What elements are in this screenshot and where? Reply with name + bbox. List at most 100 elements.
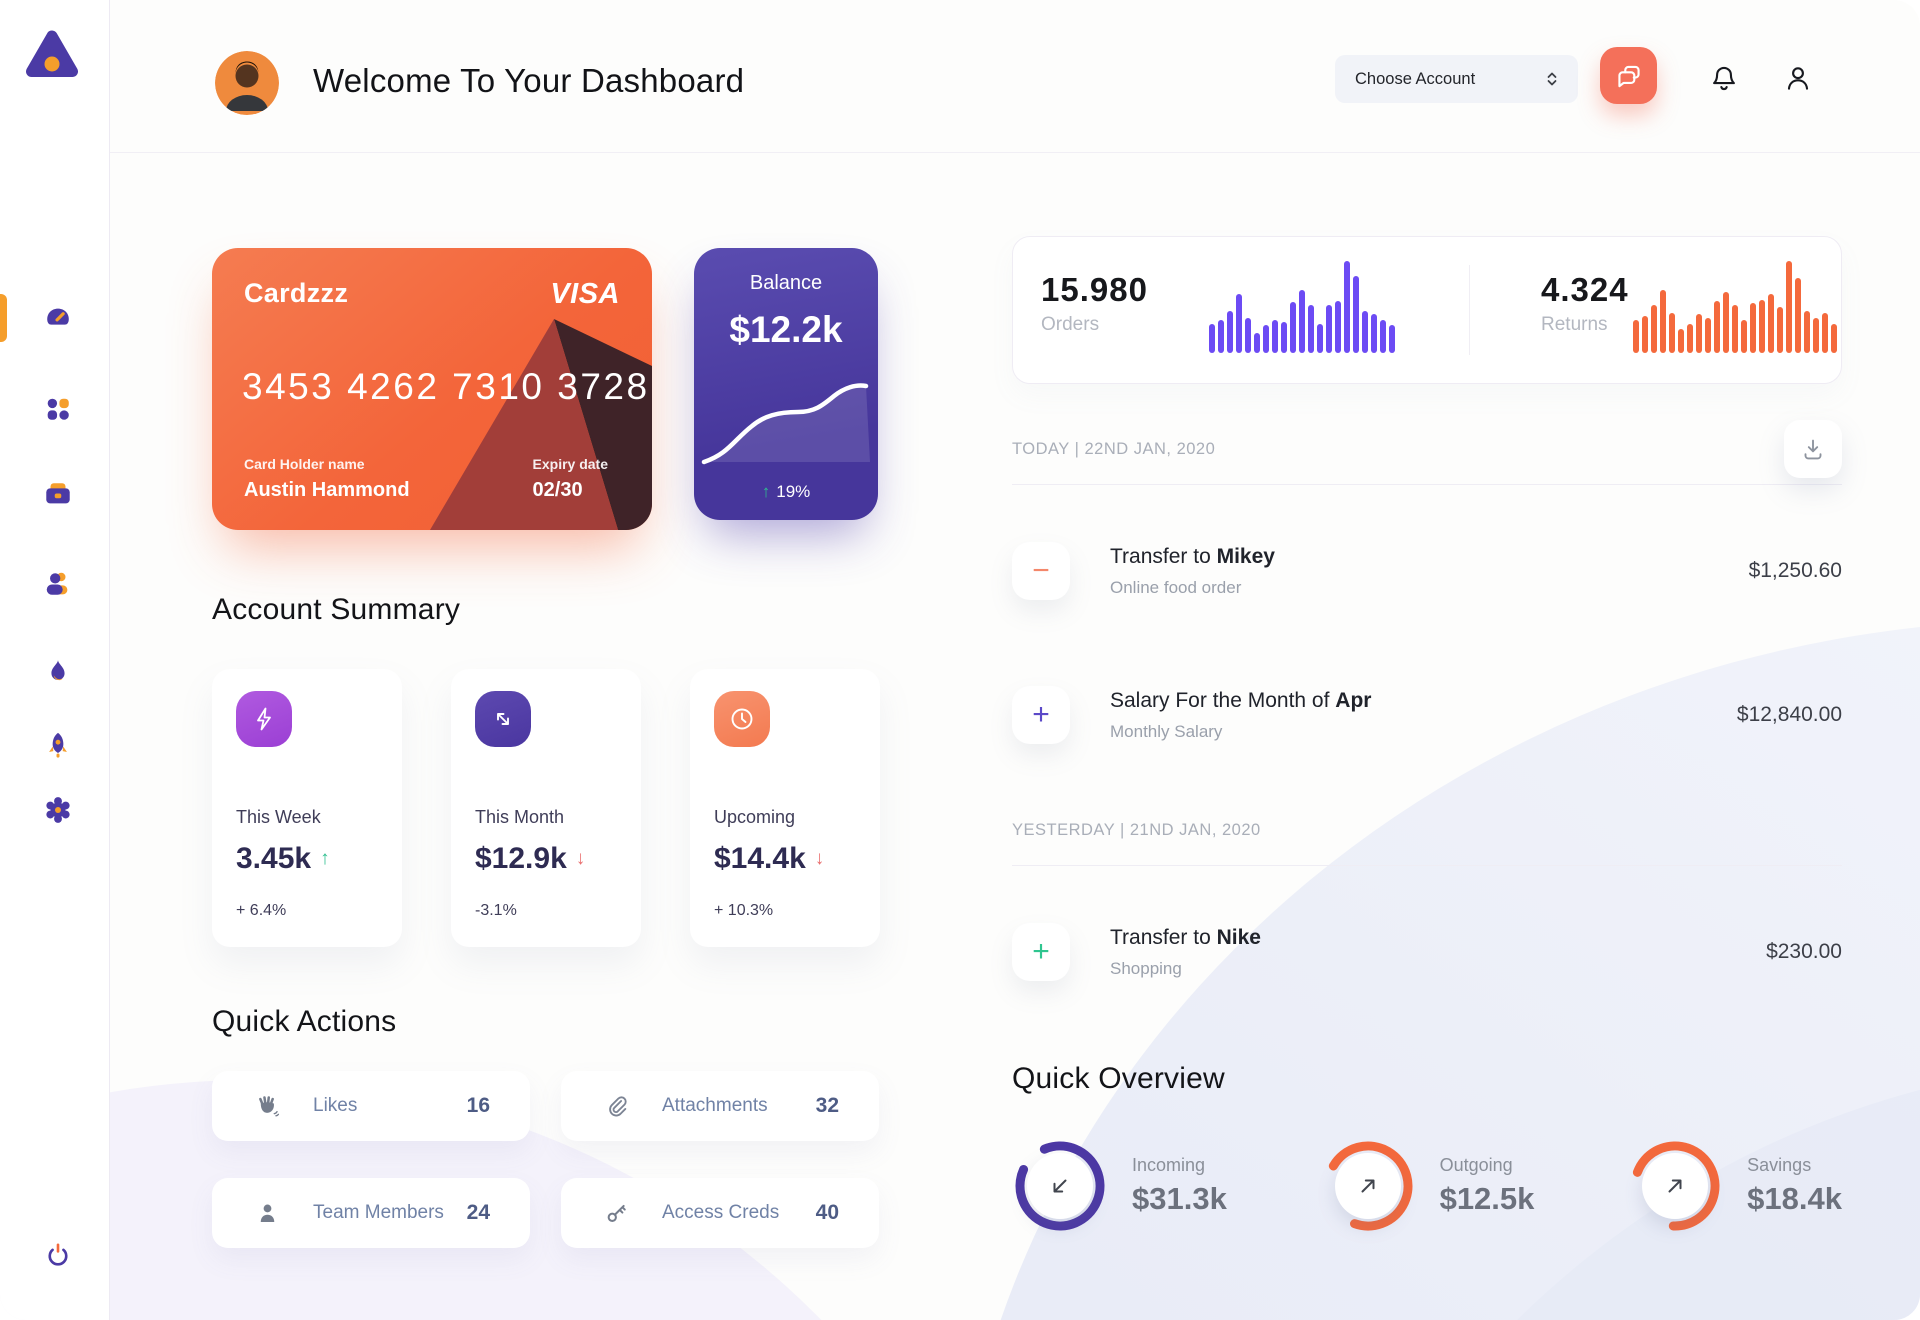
user-avatar[interactable] (215, 51, 279, 115)
summary-value: $12.9k (475, 842, 567, 875)
clap-icon (259, 1095, 280, 1116)
transaction-row-salary[interactable]: + Salary For the Month of Apr Monthly Sa… (1012, 685, 1842, 745)
incoming-progress-ring (1012, 1138, 1108, 1234)
returns-stat: 4.324 Returns (1541, 271, 1629, 336)
orders-bar-chart (1209, 261, 1395, 353)
orders-returns-card: 15.980 Orders 4.324 Returns (1012, 236, 1842, 384)
summary-value: 3.45k (236, 842, 312, 875)
account-summary-cards: This Week 3.45k ↑ + 6.4% This Month $12.9… (212, 669, 880, 947)
profile-button[interactable] (1776, 56, 1820, 100)
quick-action-count: 24 (466, 1201, 490, 1224)
right-column: 15.980 Orders 4.324 Returns TODAY | 22ND… (1012, 236, 1842, 1234)
summary-percent: + 6.4% (236, 902, 287, 919)
sidebar-item-apps[interactable] (36, 387, 80, 431)
ring-label: Savings (1747, 1155, 1812, 1175)
sidebar-item-dashboard[interactable] (36, 296, 80, 340)
summary-label: This Week (236, 807, 321, 827)
gear-icon (46, 797, 70, 823)
divider (1012, 484, 1842, 485)
card-expiry-label: Expiry date (532, 456, 608, 472)
quick-action-likes[interactable]: Likes 16 (212, 1071, 530, 1141)
quick-action-access-creds[interactable]: Access Creds 40 (561, 1178, 879, 1248)
card-number: 3453 4262 7310 3728 (242, 366, 650, 407)
sidebar-item-settings[interactable] (36, 788, 80, 832)
savings-progress-ring (1627, 1138, 1723, 1234)
bell-icon (1713, 66, 1735, 91)
overview-incoming: Incoming $31.3k (1012, 1138, 1227, 1234)
outgoing-progress-ring (1320, 1138, 1416, 1234)
quick-overview-rings: Incoming $31.3k Outgoing $12.5k (1012, 1138, 1842, 1234)
balance-value: $12.2k (729, 309, 843, 350)
date-label: TODAY | 22ND JAN, 2020 (1012, 439, 1216, 458)
account-select[interactable]: Choose Account (1335, 55, 1578, 103)
sidebar-item-portfolio[interactable] (36, 472, 80, 516)
notifications-button[interactable] (1702, 56, 1746, 100)
download-statement-button[interactable] (1784, 420, 1842, 478)
arrow-up-right-icon (1642, 1153, 1709, 1219)
quick-action-label: Attachments (662, 1095, 768, 1116)
card-pyramid-graphic (430, 319, 652, 530)
date-label: YESTERDAY | 21ND JAN, 2020 (1012, 820, 1261, 839)
flame-icon (51, 659, 65, 681)
transactions-header-yesterday: YESTERDAY | 21ND JAN, 2020 (1012, 819, 1842, 841)
app-logo (24, 26, 80, 82)
card-holder-label: Card Holder name (244, 456, 365, 472)
transaction-amount: $230.00 (1766, 940, 1842, 963)
chat-icon (1617, 65, 1640, 87)
apps-grid-icon (47, 398, 69, 420)
key-icon (607, 1204, 626, 1222)
download-icon (1804, 439, 1822, 460)
credit-card: Cardzzz VISA 3453 4262 7310 3728 Card Ho… (212, 248, 652, 530)
balance-trend: ↑ 19% (694, 482, 878, 502)
logout-button[interactable] (36, 1234, 80, 1278)
quick-action-label: Access Creds (662, 1202, 780, 1223)
summary-card-this-month: This Month $12.9k ↓ -3.1% (451, 669, 641, 947)
summary-label: Upcoming (714, 807, 796, 827)
transaction-desc: Online food order (1110, 577, 1242, 597)
messages-button[interactable] (1600, 47, 1657, 104)
plus-icon: + (1012, 923, 1070, 981)
lightning-icon (236, 691, 292, 747)
clock-icon (714, 691, 770, 747)
summary-card-this-week: This Week 3.45k ↑ + 6.4% (212, 669, 402, 947)
quick-action-count: 16 (466, 1094, 490, 1117)
summary-percent: -3.1% (475, 902, 517, 919)
account-summary-title: Account Summary (212, 593, 461, 626)
header-divider (110, 152, 1920, 153)
ring-value: $31.3k (1132, 1181, 1227, 1216)
overview-outgoing: Outgoing $12.5k (1320, 1138, 1535, 1234)
summary-card-upcoming: Upcoming $14.4k ↓ + 10.3% (690, 669, 880, 947)
transactions-header-today: TODAY | 22ND JAN, 2020 (1012, 420, 1842, 478)
power-icon (48, 1243, 68, 1266)
user-icon (1787, 67, 1809, 90)
quick-actions-grid: Likes 16 Attachments 32 Team Members 24 (212, 1071, 880, 1248)
transaction-desc: Shopping (1110, 958, 1182, 978)
arrow-down-icon: ↓ (814, 848, 825, 869)
plus-icon: + (1012, 686, 1070, 744)
sidebar-item-boost[interactable] (36, 723, 80, 767)
trend-up-icon: ↑ (761, 482, 771, 501)
quick-action-team-members[interactable]: Team Members 24 (212, 1178, 530, 1248)
card-holder: Card Holder name Austin Hammond (244, 456, 410, 502)
returns-value: 4.324 (1541, 271, 1629, 308)
account-select-label: Choose Account (1355, 69, 1476, 88)
ring-value: $12.5k (1439, 1181, 1535, 1216)
summary-percent: + 10.3% (714, 902, 774, 919)
quick-action-label: Likes (313, 1095, 358, 1116)
transaction-row-mikey[interactable]: − Transfer to Mikey Online food order $1… (1012, 541, 1842, 601)
speedometer-icon (47, 308, 69, 325)
avatar-image (215, 51, 279, 115)
returns-label: Returns (1541, 314, 1608, 335)
visa-logo: VISA (550, 278, 620, 310)
summary-label: This Month (475, 807, 565, 827)
sidebar-item-contacts[interactable] (36, 562, 80, 606)
minus-icon: − (1012, 542, 1070, 600)
quick-action-attachments[interactable]: Attachments 32 (561, 1071, 879, 1141)
card-holder-name: Austin Hammond (244, 479, 410, 501)
returns-bar-chart (1633, 261, 1837, 353)
transaction-row-nike[interactable]: + Transfer to Nike Shopping $230.00 (1012, 922, 1842, 982)
orders-label: Orders (1041, 314, 1100, 335)
sidebar-item-trending[interactable] (36, 649, 80, 693)
people-icon (46, 572, 68, 595)
